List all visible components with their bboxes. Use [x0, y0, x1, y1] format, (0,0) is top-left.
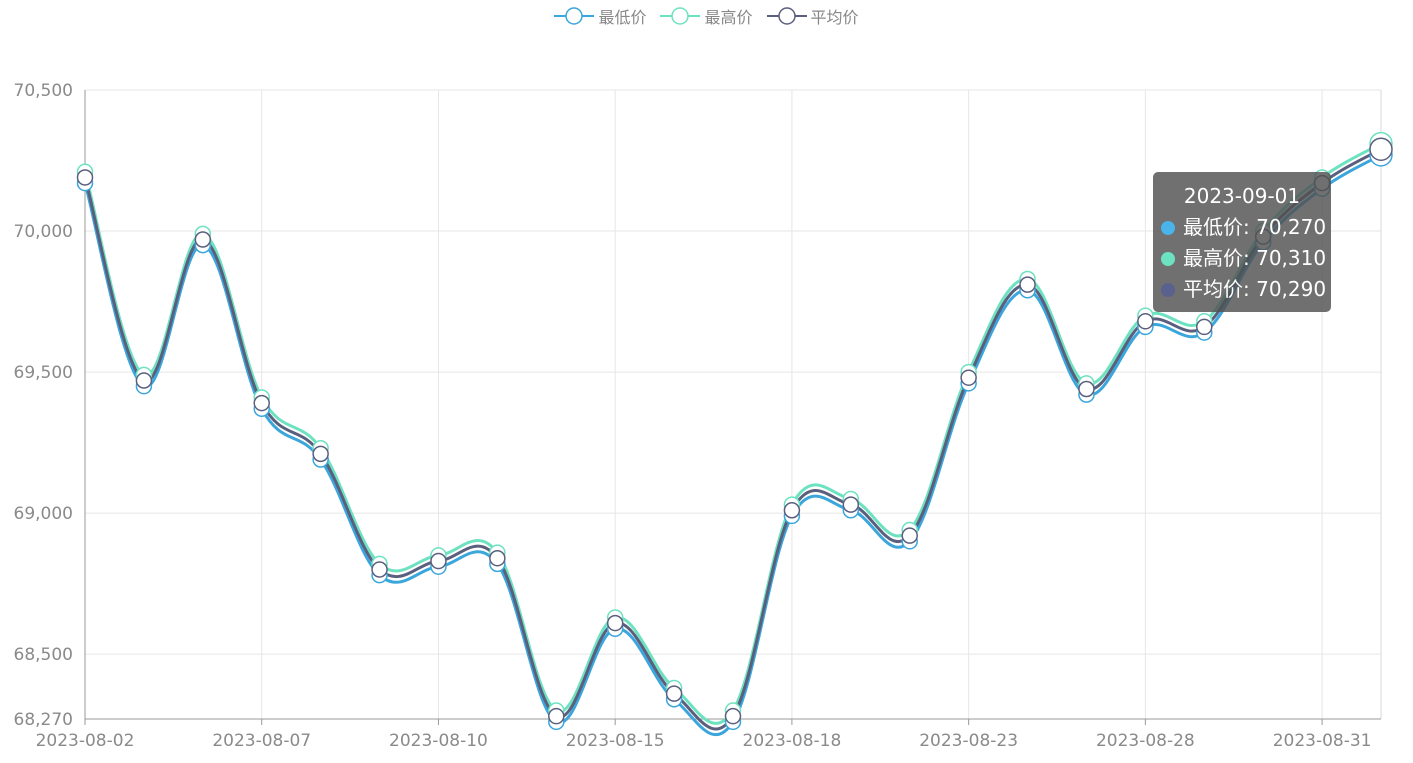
data-point-avg	[842, 496, 860, 513]
data-point-avg	[606, 614, 624, 632]
legend-label-max: 最高价	[704, 8, 753, 27]
data-point-avg	[489, 549, 506, 567]
chart-legend: 最低价 最高价 平均价	[0, 4, 1413, 28]
data-point-avg	[901, 527, 918, 544]
legend-item-avg[interactable]: 平均价	[766, 4, 859, 28]
data-point-avg	[1369, 137, 1393, 161]
data-point-avg	[1137, 313, 1154, 330]
tooltip-date: 2023-09-01	[1183, 184, 1301, 208]
legend-symbol-avg	[766, 7, 807, 25]
tooltip-dot-max	[1161, 251, 1175, 266]
legend-symbol-min	[554, 7, 595, 25]
tooltip-row-min: 最低价: 70,270	[1161, 212, 1327, 243]
data-point-avg	[783, 502, 801, 519]
x-tick-label: 2023-08-23	[919, 731, 1018, 751]
y-tick-label: 70,000	[14, 222, 73, 242]
legend-symbol-max	[660, 7, 701, 25]
tooltip-row-avg: 平均价: 70,290	[1161, 274, 1327, 305]
tooltip-value-avg: 平均价: 70,290	[1183, 277, 1327, 301]
x-tick-label: 2023-08-02	[36, 731, 135, 751]
data-point-avg	[1078, 380, 1095, 398]
data-point-avg	[76, 169, 94, 186]
data-point-avg	[312, 445, 329, 463]
data-point-avg	[960, 369, 977, 386]
x-tick-label: 2023-08-31	[1273, 731, 1372, 751]
data-point-avg	[1196, 318, 1213, 336]
tooltip-dot-avg	[1161, 282, 1175, 297]
x-tick-label: 2023-08-10	[389, 731, 488, 751]
data-point-avg	[371, 561, 388, 578]
tooltip-row-max: 最高价: 70,310	[1161, 243, 1327, 274]
x-tick-label: 2023-08-18	[743, 731, 842, 751]
y-tick-label: 69,500	[14, 363, 73, 383]
data-point-avg	[724, 707, 742, 725]
y-tick-label: 68,270	[14, 710, 73, 730]
x-tick-label: 2023-08-07	[212, 731, 311, 751]
y-tick-label: 70,500	[14, 81, 73, 101]
y-tick-label: 69,000	[14, 504, 73, 524]
data-point-avg	[1019, 276, 1036, 293]
chart-tooltip: 2023-09-01 最低价: 70,270 最高价: 70,310 平均价: …	[1153, 172, 1331, 312]
legend-label-avg: 平均价	[810, 8, 859, 27]
data-point-avg	[253, 394, 270, 412]
tooltip-value-min: 最低价: 70,270	[1183, 215, 1327, 239]
data-point-avg	[665, 685, 683, 702]
legend-item-max[interactable]: 最高价	[660, 4, 753, 28]
x-tick-label: 2023-08-28	[1096, 731, 1195, 751]
tooltip-value-max: 最高价: 70,310	[1183, 246, 1327, 270]
legend-label-min: 最低价	[598, 8, 647, 27]
legend-item-min[interactable]: 最低价	[554, 4, 646, 28]
data-point-avg	[548, 707, 565, 725]
tooltip-dot-min	[1161, 220, 1175, 235]
data-point-avg	[194, 231, 212, 248]
x-tick-label: 2023-08-15	[566, 731, 665, 751]
data-point-avg	[135, 372, 153, 389]
y-tick-label: 68,500	[14, 645, 73, 665]
data-point-avg	[430, 552, 447, 570]
